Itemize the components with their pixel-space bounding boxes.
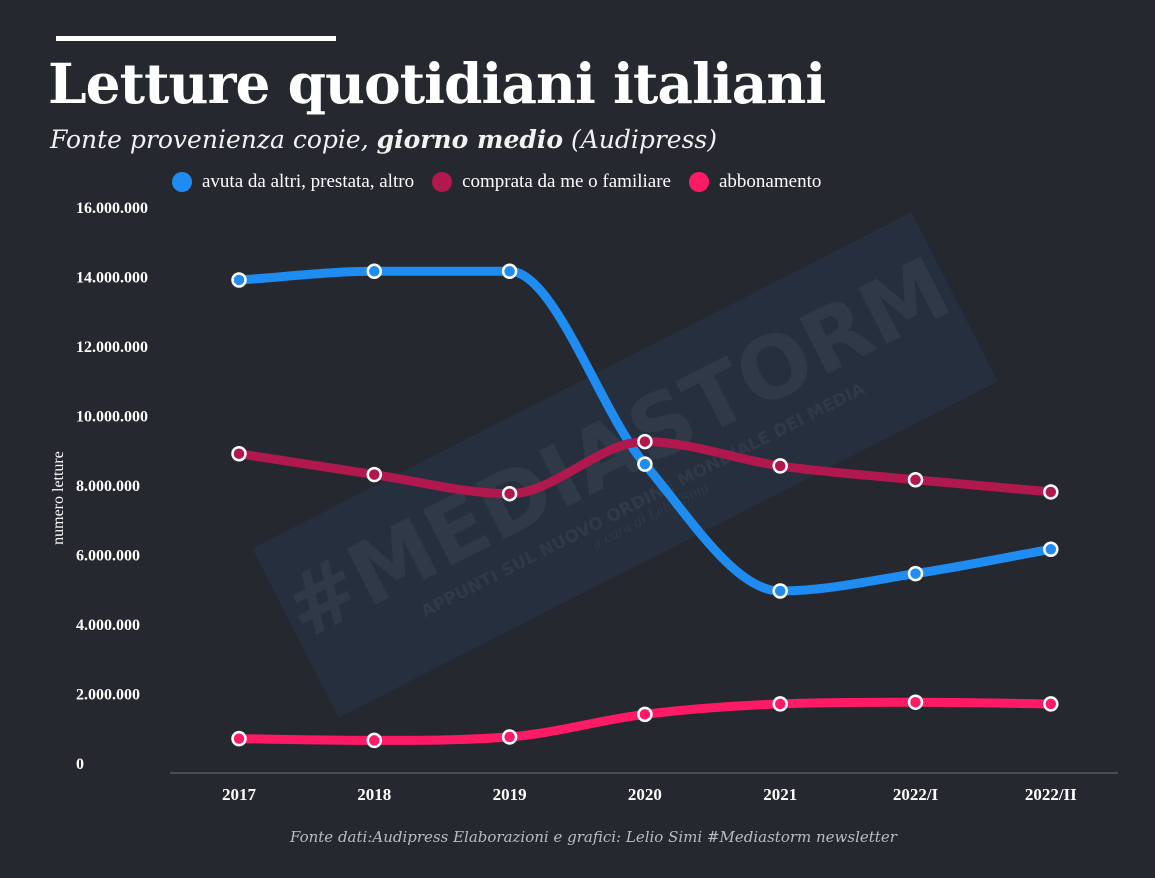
series-1-point bbox=[501, 485, 518, 502]
x-tick-label: 2022/II bbox=[1025, 785, 1077, 804]
series-0-point bbox=[1043, 541, 1059, 558]
x-tick-label: 2020 bbox=[628, 785, 662, 804]
series-2-point bbox=[772, 696, 788, 712]
series-2-point bbox=[1043, 696, 1059, 712]
legend-item-altri[interactable]: avuta da altri, prestata, altro bbox=[172, 171, 414, 193]
series-2-point bbox=[231, 730, 247, 747]
legend: avuta da altri, prestata, altro comprata… bbox=[172, 168, 839, 196]
series-0-point bbox=[501, 263, 518, 280]
subtitle-emphasis: giorno medio bbox=[376, 125, 563, 154]
y-tick-label: 6.000.000 bbox=[76, 548, 140, 565]
y-tick-label: 8.000.000 bbox=[76, 478, 140, 495]
y-tick-label: 16.000.000 bbox=[76, 200, 148, 217]
legend-label-comprata: comprata da me o familiare bbox=[462, 171, 671, 192]
series-0-point bbox=[366, 263, 383, 280]
legend-marker-altri bbox=[172, 172, 192, 192]
subtitle-text: Fonte provenienza copie, bbox=[50, 125, 377, 154]
series-2-point bbox=[907, 694, 924, 710]
series-1-point bbox=[1043, 484, 1059, 500]
y-tick-label: 12.000.000 bbox=[76, 339, 148, 356]
legend-item-abbonamento[interactable]: abbonamento bbox=[688, 171, 822, 193]
series-0-point bbox=[907, 565, 924, 582]
series-1-point bbox=[772, 458, 788, 474]
series-1-point bbox=[637, 433, 653, 450]
x-tick-label: 2017 bbox=[222, 785, 257, 804]
y-tick-label: 10.000.000 bbox=[76, 409, 148, 426]
series-0-point bbox=[772, 583, 788, 599]
legend-marker-abbonamento bbox=[688, 172, 709, 192]
source-note: Fonte dati:Audipress Elaborazioni e graf… bbox=[290, 828, 897, 846]
subtitle-source: (Audipress) bbox=[563, 125, 718, 154]
legend-label-abbonamento: abbonamento bbox=[718, 171, 822, 192]
series-1-point bbox=[366, 466, 383, 483]
series-1-point bbox=[231, 445, 247, 462]
x-tick-label: 2022/I bbox=[893, 785, 939, 804]
y-tick-label: 2.000.000 bbox=[76, 687, 140, 704]
legend-item-comprata[interactable]: comprata da me o familiare bbox=[432, 171, 671, 193]
x-tick-label: 2018 bbox=[357, 785, 391, 804]
x-tick-label: 2021 bbox=[763, 785, 797, 804]
y-tick-label: 14.000.000 bbox=[76, 270, 148, 287]
legend-label-altri: avuta da altri, prestata, altro bbox=[202, 171, 415, 192]
series-1-point bbox=[907, 472, 924, 488]
x-tick-label: 2019 bbox=[493, 785, 527, 804]
y-tick-label: 4.000.000 bbox=[76, 617, 140, 634]
y-axis-title: numero letture bbox=[50, 451, 67, 545]
chart-subtitle: Fonte provenienza copie, giorno medio (A… bbox=[50, 122, 717, 158]
chart-title: Letture quotidiani italiani bbox=[48, 51, 826, 116]
legend-marker-comprata bbox=[432, 172, 453, 192]
series-2-point bbox=[637, 706, 653, 723]
series-0-point bbox=[637, 456, 653, 472]
series-2-point bbox=[366, 732, 383, 749]
top-rule bbox=[56, 36, 336, 41]
series-line-0 bbox=[234, 266, 1056, 596]
y-tick-label: 0 bbox=[76, 756, 84, 773]
series-2-point bbox=[501, 729, 518, 745]
series-0-point bbox=[231, 272, 247, 288]
